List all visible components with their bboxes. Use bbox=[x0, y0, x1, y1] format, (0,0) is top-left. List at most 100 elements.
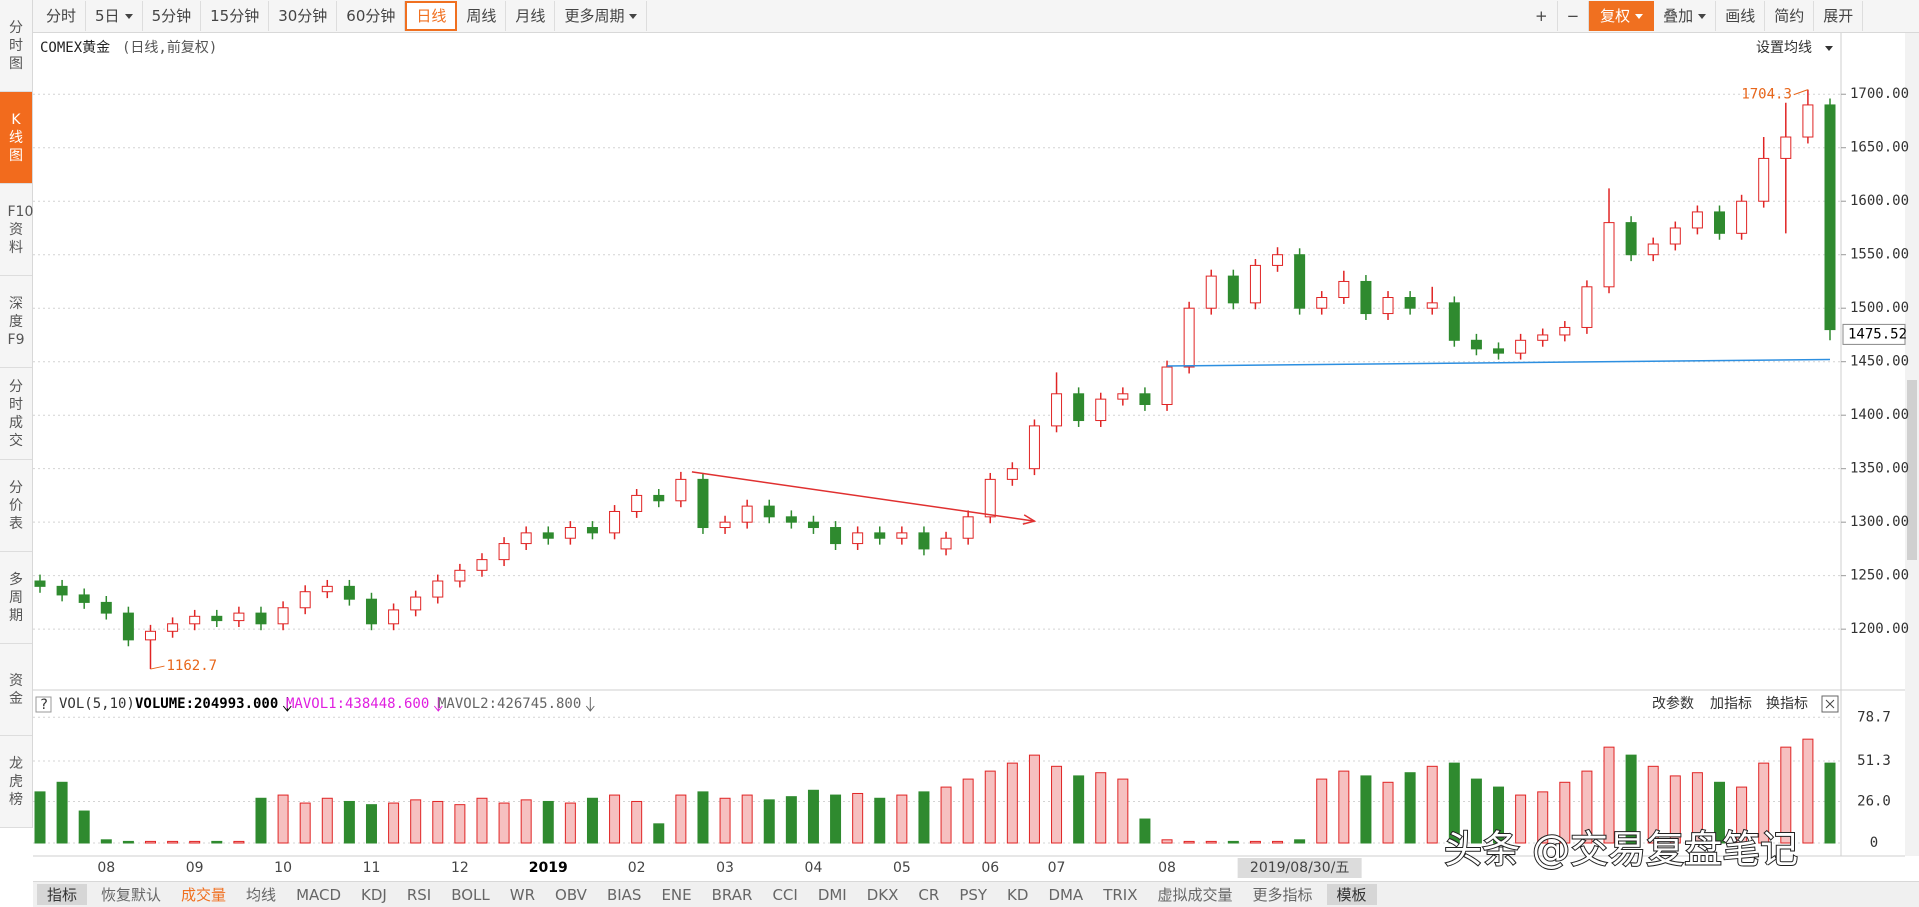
candle-body bbox=[1780, 136, 1792, 159]
indicator-tab[interactable]: BOLL bbox=[451, 885, 490, 904]
volume-bar bbox=[918, 791, 930, 844]
indicator-tab[interactable]: 更多指标 bbox=[1252, 886, 1313, 904]
button-label: 5日 bbox=[95, 7, 120, 25]
toolbar-button[interactable]: 日线 bbox=[405, 1, 458, 31]
indicator-tab[interactable]: DMA bbox=[1048, 885, 1084, 904]
panel-button[interactable]: 加指标 bbox=[1710, 696, 1752, 712]
indicator-tab[interactable]: 虚拟成交量 bbox=[1157, 886, 1233, 904]
sidebar-tab[interactable]: 龙虎榜 bbox=[0, 736, 32, 828]
volume-bar bbox=[1448, 762, 1460, 844]
indicator-tab[interactable]: BRAR bbox=[711, 885, 753, 904]
toolbar-button[interactable]: 叠加 bbox=[1654, 1, 1717, 31]
tab-label: 资金 bbox=[9, 672, 23, 707]
toolbar-button[interactable]: + bbox=[1526, 1, 1558, 31]
y-tick-label: 1300.00 bbox=[1850, 514, 1909, 530]
volume-bar bbox=[564, 802, 576, 844]
volume-bar bbox=[1051, 765, 1063, 844]
low-label: 1162.7 bbox=[166, 658, 217, 674]
volume-bar bbox=[1824, 762, 1836, 844]
x-tick-label: 10 bbox=[274, 860, 292, 876]
close-icon bbox=[1825, 699, 1835, 709]
candle-body bbox=[1294, 254, 1306, 309]
indicator-tab[interactable]: WR bbox=[509, 885, 536, 904]
indicator-tab[interactable]: BIAS bbox=[606, 885, 642, 904]
toolbar-button[interactable]: 60分钟 bbox=[337, 1, 406, 31]
indicator-tab[interactable]: OBV bbox=[555, 885, 587, 904]
volume-bar bbox=[1691, 772, 1703, 844]
candle-body bbox=[255, 612, 267, 625]
toolbar-button[interactable]: − bbox=[1558, 1, 1590, 31]
indicator-tab[interactable]: ENE bbox=[661, 885, 692, 904]
volume-bar bbox=[1117, 778, 1129, 844]
sidebar-tab[interactable]: 分时成交 bbox=[0, 368, 32, 460]
volume-bar bbox=[1028, 754, 1040, 844]
sidebar-tab[interactable]: 深度F9 bbox=[0, 276, 32, 368]
indicator-tab[interactable]: 模板 bbox=[1326, 884, 1377, 905]
candle-body bbox=[741, 505, 753, 523]
y-tick-label: 1400.00 bbox=[1850, 407, 1909, 423]
toolbar-button[interactable]: 展开 bbox=[1814, 1, 1864, 31]
scroll-thumb[interactable] bbox=[1907, 380, 1917, 560]
volume-bar bbox=[874, 797, 886, 844]
indicator-tab[interactable]: DMI bbox=[817, 885, 847, 904]
candle-body bbox=[299, 591, 311, 609]
candle-body bbox=[498, 543, 510, 561]
toolbar-button[interactable]: 简约 bbox=[1765, 1, 1815, 31]
indicator-tab[interactable]: PSY bbox=[959, 885, 988, 904]
x-tick-label: 05 bbox=[893, 860, 911, 876]
indicator-tab[interactable]: RSI bbox=[406, 885, 432, 904]
toolbar-button[interactable]: 复权 bbox=[1589, 1, 1655, 31]
volume-bar bbox=[1470, 778, 1482, 844]
tab-label: F10资料 bbox=[7, 203, 34, 256]
indicator-tab[interactable]: KD bbox=[1007, 885, 1029, 904]
sidebar-tab[interactable]: K线图 bbox=[0, 92, 32, 184]
indicator-tab[interactable]: 指标 bbox=[37, 884, 88, 905]
toolbar-button[interactable]: 周线 bbox=[457, 1, 507, 31]
indicator-tab[interactable]: CCI bbox=[772, 885, 798, 904]
volume-bar bbox=[896, 794, 908, 844]
ma-button[interactable]: 设置均线 bbox=[1756, 40, 1812, 56]
toolbar-button[interactable]: 15分钟 bbox=[201, 1, 270, 31]
sidebar-tab[interactable]: 分价表 bbox=[0, 460, 32, 552]
indicator-tab[interactable]: CR bbox=[918, 885, 940, 904]
indicator-tab[interactable]: MACD bbox=[296, 885, 342, 904]
indicator-tab[interactable]: 成交量 bbox=[181, 886, 227, 904]
indicator-tab[interactable]: 恢复默认 bbox=[101, 886, 162, 904]
candle-body bbox=[1205, 275, 1217, 309]
candle-body bbox=[34, 580, 46, 587]
volume-bar bbox=[609, 794, 621, 844]
candle-body bbox=[432, 580, 444, 598]
sidebar-tab[interactable]: 资金 bbox=[0, 644, 32, 736]
volume-bar bbox=[211, 840, 223, 844]
button-label: 分时 bbox=[46, 7, 77, 25]
dropdown-icon bbox=[1635, 13, 1644, 19]
candle-body bbox=[1603, 222, 1615, 288]
dropdown-icon bbox=[1825, 46, 1833, 51]
candle-body bbox=[1117, 393, 1129, 400]
volume-bar bbox=[1139, 818, 1151, 844]
panel-button[interactable]: 换指标 bbox=[1766, 695, 1808, 712]
indicator-tab[interactable]: TRIX bbox=[1103, 885, 1138, 904]
indicator-tab[interactable]: DKX bbox=[866, 885, 899, 904]
panel-button[interactable]: 改参数 bbox=[1652, 695, 1694, 712]
button-label: 画线 bbox=[1725, 7, 1756, 25]
toolbar-button[interactable]: 分时 bbox=[37, 1, 87, 31]
help-box[interactable] bbox=[35, 696, 52, 713]
indicator-tab[interactable]: KDJ bbox=[361, 885, 387, 904]
button-label: 周线 bbox=[466, 7, 497, 25]
toolbar-button[interactable]: 月线 bbox=[506, 1, 556, 31]
sidebar-tab[interactable]: 多周期 bbox=[0, 552, 32, 644]
sidebar-tab[interactable]: 分时图 bbox=[0, 0, 32, 92]
help-text[interactable]: ? bbox=[40, 697, 48, 713]
toolbar-button[interactable]: 画线 bbox=[1716, 1, 1766, 31]
volume-bar bbox=[1581, 770, 1593, 844]
candle-body bbox=[785, 516, 797, 523]
volume-bar bbox=[1073, 775, 1085, 844]
toolbar-button[interactable]: 5日 bbox=[86, 1, 143, 31]
toolbar-button[interactable]: 30分钟 bbox=[269, 1, 338, 31]
candle-body bbox=[1360, 280, 1372, 315]
toolbar-button[interactable]: 更多周期 bbox=[555, 1, 648, 31]
sidebar-tab[interactable]: F10资料 bbox=[0, 184, 34, 276]
indicator-tab[interactable]: 均线 bbox=[246, 886, 277, 904]
toolbar-button[interactable]: 5分钟 bbox=[143, 1, 202, 31]
